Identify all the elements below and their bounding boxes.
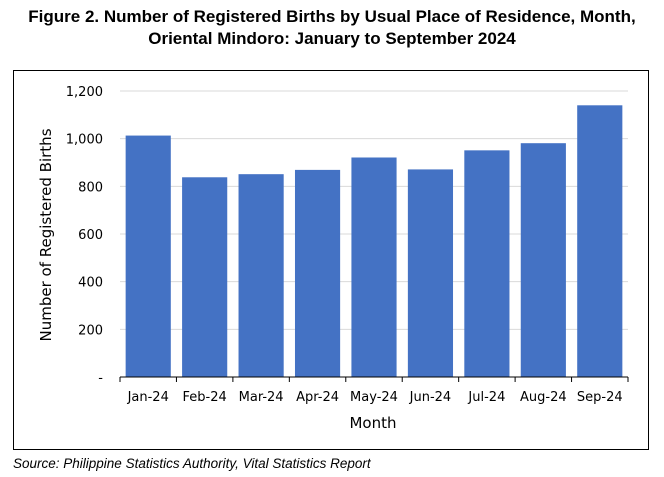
- bar: [577, 105, 623, 378]
- y-axis-label: Number of Registered Births: [37, 128, 55, 341]
- bars: [125, 105, 623, 378]
- x-tick-label: Jul-24: [467, 390, 505, 405]
- bar: [182, 177, 228, 377]
- source-note: Source: Philippine Statistics Authority,…: [13, 456, 371, 471]
- x-tick-label: Jan-24: [127, 390, 169, 405]
- bar: [125, 135, 171, 377]
- chart-frame: [13, 70, 649, 450]
- bar: [238, 174, 284, 377]
- y-tick-label: 200: [78, 323, 103, 338]
- y-tick-label: 1,200: [66, 85, 103, 100]
- bar: [407, 169, 454, 377]
- y-tick-label: -: [98, 371, 103, 386]
- y-tick-label: 600: [78, 228, 103, 243]
- x-tick-label: May-24: [350, 390, 398, 405]
- x-tick-label: Mar-24: [239, 390, 284, 405]
- bar: [294, 169, 341, 377]
- x-axis-label: Month: [349, 414, 396, 432]
- y-tick-label: 400: [78, 276, 103, 291]
- x-tick-label: Apr-24: [296, 390, 339, 405]
- x-tick-label: Sep-24: [577, 390, 623, 405]
- tick-labels: - 200 400 600 800 1,000 1,200 Jan-24 Feb-24 Mar-2…: [66, 85, 623, 405]
- axes: [119, 376, 629, 382]
- bar: [351, 157, 397, 377]
- chart-title-line-1: Figure 2. Number of Registered Births by…: [28, 7, 636, 26]
- bar: [520, 143, 566, 377]
- y-tick-label: 800: [78, 180, 103, 195]
- x-tick-label: Aug-24: [520, 390, 567, 405]
- chart-title-line-2: Oriental Mindoro: January to September 2…: [148, 29, 516, 48]
- x-tick-label: Feb-24: [183, 390, 227, 405]
- y-tick-label: 1,000: [66, 133, 103, 148]
- x-tick-label: Jun-24: [409, 390, 452, 405]
- bar: [464, 150, 510, 377]
